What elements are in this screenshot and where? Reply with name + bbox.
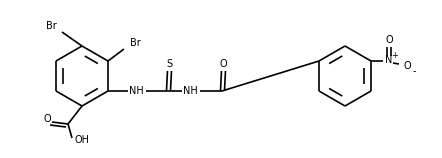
Text: +: + [392,51,398,60]
Text: O: O [403,61,411,71]
Text: NH: NH [129,86,143,96]
Text: OH: OH [75,135,89,145]
Text: NH: NH [183,86,198,96]
Text: O: O [43,114,51,124]
Text: O: O [219,59,227,69]
Text: -: - [412,66,416,76]
Text: N: N [385,55,392,65]
Text: O: O [385,35,393,45]
Text: Br: Br [46,21,57,31]
Text: S: S [166,59,172,69]
Text: Br: Br [130,38,141,48]
